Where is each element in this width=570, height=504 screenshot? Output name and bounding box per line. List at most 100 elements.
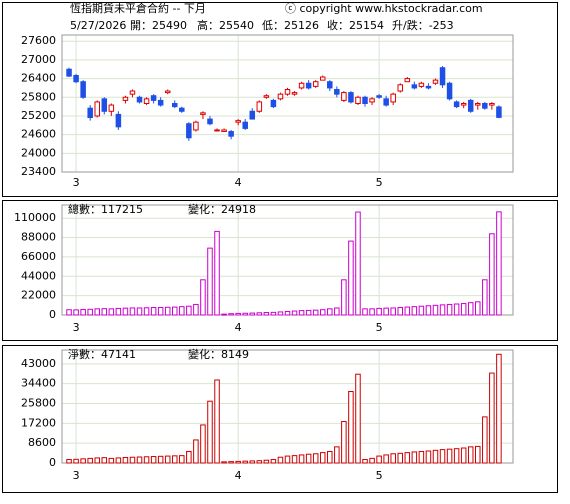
info: 低：25126 [262,19,319,32]
bar [418,305,425,316]
bar [432,449,439,464]
bar [305,453,312,464]
bar [404,306,411,316]
candle-body [143,98,150,104]
x-tick-label: 5 [376,176,383,189]
bar [200,279,206,316]
bar [270,311,277,316]
bar [171,455,178,464]
y-tick-label: 110000 [14,211,56,224]
panel-label: 變化：8149 [188,347,249,361]
bar [291,455,298,464]
bar [383,454,389,464]
bar [87,457,93,464]
bar [66,459,72,464]
x-tick-label: 3 [73,176,80,189]
candle-body [101,98,108,112]
bar [193,303,199,316]
bar [143,456,150,464]
candle-body [397,84,404,92]
bar [263,459,270,464]
bar [482,416,488,464]
bar [355,211,361,316]
bar [94,308,100,316]
candle-body [482,103,488,109]
bar [390,307,396,316]
x-tick-label: 4 [235,321,242,334]
candle-body [249,110,256,120]
candle-body [327,81,333,89]
bar [425,305,432,316]
candle-body [87,107,93,119]
bar [334,446,340,464]
bar [467,302,474,316]
bar [305,309,312,316]
bar [319,309,326,316]
bar [284,455,291,464]
bar [348,391,354,464]
y-tick-label: 44000 [21,269,56,282]
x-tick-label: 3 [73,321,80,334]
candle-body [179,107,185,112]
info: 升/跌：-253 [392,18,454,32]
bar [157,455,164,464]
bar [362,308,368,316]
x-tick-label: 4 [235,469,242,482]
bar [425,450,432,464]
panel-label: 總數：117215 [68,202,143,216]
y-tick-label: 25800 [21,397,56,410]
y-tick-label: 0 [49,308,56,321]
bar [446,303,453,316]
candle-body [129,90,136,95]
candle-body [214,129,220,132]
bar [475,301,481,316]
y-tick-label: 8600 [28,436,56,449]
candle-body [80,81,86,98]
bar [411,306,418,316]
x-tick-label: 3 [73,469,80,482]
bar [327,308,333,316]
bar [249,460,256,464]
x-tick-label: 4 [235,176,242,189]
bar [235,312,241,316]
bar [432,304,439,316]
plot-frame [61,34,514,173]
bar [355,373,361,464]
y-tick-label: 34400 [21,377,56,390]
bar [475,445,481,464]
bar [186,305,192,316]
chart-title: 恆指期貨未平倉合約 -- 下月 [70,1,206,15]
y-tick-label: 43000 [21,357,56,370]
candle-body [221,129,227,133]
bar [446,448,453,464]
candle-body [446,82,453,100]
candle-body [425,85,432,89]
bar [383,307,389,316]
bar [73,309,79,316]
bar [256,460,263,464]
y-tick-label: 24000 [21,146,56,159]
bar [164,455,171,464]
candle-body [383,98,389,106]
panel-box [2,200,558,341]
candle-body [404,78,411,83]
candle-body [164,90,171,94]
panel-label: 變化：24918 [188,202,256,216]
panel-box [2,345,558,493]
bar [467,446,474,464]
candle-body [334,88,340,95]
bar [80,309,86,316]
bar [171,306,178,316]
bar [453,303,460,316]
bar [143,307,150,316]
bar [390,453,396,464]
info: 收：25154 [327,18,384,32]
bar [122,307,129,316]
candle-body [200,112,206,115]
bar [150,456,157,464]
candle-body [122,96,129,101]
x-tick-label: 5 [376,469,383,482]
bar [327,450,333,464]
candle-body [186,123,192,139]
